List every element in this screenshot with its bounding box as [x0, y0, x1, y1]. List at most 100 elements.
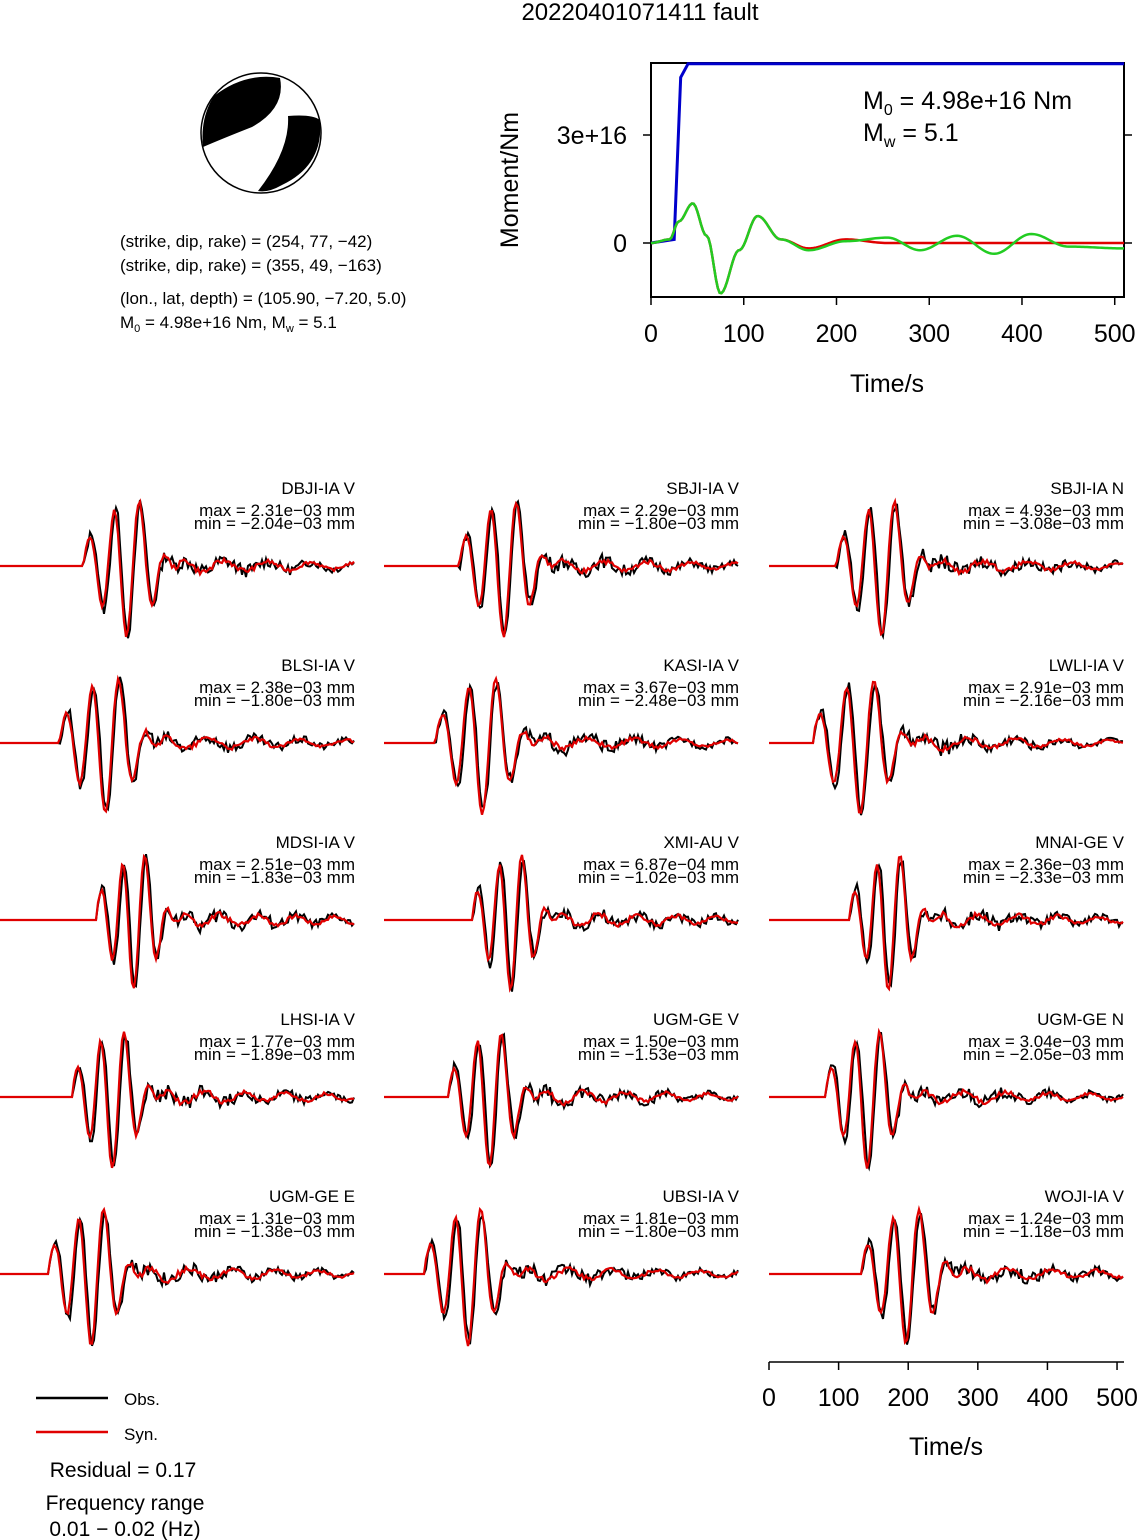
station-label: SBJI-IA N [1050, 479, 1124, 498]
station-label: UGM-GE V [653, 1010, 740, 1029]
station-label: BLSI-IA V [281, 656, 355, 675]
wave-xlabel: Time/s [909, 1433, 983, 1461]
max-amplitude-label: max = 2.38e−03 mm [199, 678, 355, 697]
synthetic-trace [0, 498, 355, 638]
location-text: (lon., lat, depth) = (105.90, −7.20, 5.0… [120, 289, 406, 308]
legend: Obs. Syn. [36, 1390, 160, 1444]
min-amplitude-label: min = −2.04e−03 mm [194, 514, 355, 533]
plane2-text: (strike, dip, rake) = (355, 49, −163) [120, 256, 382, 275]
station-label: UGM-GE N [1037, 1010, 1124, 1029]
moment-xlabel: Time/s [850, 370, 924, 398]
max-amplitude-label: max = 1.50e−03 mm [583, 1032, 739, 1051]
min-amplitude-label: min = −2.16e−03 mm [963, 691, 1124, 710]
moment-summary-text: M0 = 4.98e+16 Nm, Mw = 5.1 [120, 313, 337, 335]
synthetic-trace [0, 853, 355, 989]
max-amplitude-label: max = 3.67e−03 mm [583, 678, 739, 697]
min-amplitude-label: min = −2.05e−03 mm [963, 1045, 1124, 1064]
synthetic-trace [769, 1027, 1124, 1169]
synthetic-trace [769, 680, 1124, 814]
moment-ytick-label: 3e+16 [557, 122, 627, 150]
moment-xtick-label: 500 [1094, 320, 1136, 348]
synthetic-trace [769, 855, 1124, 992]
wave-xtick-label: 500 [1096, 1384, 1138, 1412]
moment-xtick-label: 100 [723, 320, 765, 348]
synthetic-trace [384, 1033, 739, 1168]
moment-ytick-label: 0 [613, 230, 627, 258]
moment-xtick-label: 0 [644, 320, 658, 348]
frequency-value: 0.01 − 0.02 (Hz) [49, 1518, 200, 1540]
max-amplitude-label: max = 1.81e−03 mm [583, 1209, 739, 1228]
synthetic-trace [384, 854, 739, 993]
residual-text: Residual = 0.17 [50, 1459, 197, 1482]
station-label: LWLI-IA V [1049, 656, 1125, 675]
wave-xtick-label: 0 [762, 1384, 776, 1412]
station-label: MDSI-IA V [276, 833, 356, 852]
station-label: KASI-IA V [663, 656, 739, 675]
station-label: LHSI-IA V [280, 1010, 355, 1029]
wave-xtick-label: 300 [957, 1384, 999, 1412]
station-label: XMI-AU V [663, 833, 739, 852]
synthetic-trace [0, 1206, 355, 1345]
m0-annotation: M0 = 4.98e+16 Nm [863, 87, 1072, 119]
max-amplitude-label: max = 4.93e−03 mm [968, 501, 1124, 520]
min-amplitude-label: min = −1.80e−03 mm [578, 1222, 739, 1241]
min-amplitude-label: min = −1.83e−03 mm [194, 868, 355, 887]
frequency-label: Frequency range [46, 1492, 205, 1515]
max-amplitude-label: max = 2.36e−03 mm [968, 855, 1124, 874]
min-amplitude-label: min = −2.33e−03 mm [963, 868, 1124, 887]
max-amplitude-label: max = 6.87e−04 mm [583, 855, 739, 874]
mw-annotation: Mw = 5.1 [863, 119, 959, 151]
plane1-text: (strike, dip, rake) = (254, 77, −42) [120, 232, 372, 251]
synthetic-trace [384, 1206, 739, 1347]
max-amplitude-label: max = 1.24e−03 mm [968, 1209, 1124, 1228]
max-amplitude-label: max = 2.31e−03 mm [199, 501, 355, 520]
station-label: SBJI-IA V [666, 479, 739, 498]
moment-xtick-label: 300 [908, 320, 950, 348]
synthetic-trace [0, 674, 355, 814]
station-label: UBSI-IA V [662, 1187, 739, 1206]
legend-syn-label: Syn. [124, 1425, 158, 1444]
synthetic-trace [769, 497, 1124, 637]
max-amplitude-label: max = 1.31e−03 mm [199, 1209, 355, 1228]
moment-ylabel: Moment/Nm [496, 112, 524, 248]
station-label: MNAI-GE V [1035, 833, 1124, 852]
synthetic-trace [384, 500, 739, 638]
station-label: WOJI-IA V [1045, 1187, 1125, 1206]
legend-obs-label: Obs. [124, 1390, 160, 1409]
moment-rate-green-line [650, 202, 1125, 295]
moment-rate-red-line [650, 202, 1124, 295]
observed-trace [384, 682, 739, 808]
station-label: UGM-GE E [269, 1187, 355, 1206]
min-amplitude-label: min = −1.53e−03 mm [578, 1045, 739, 1064]
wave-xtick-label: 200 [887, 1384, 929, 1412]
wave-xtick-label: 400 [1027, 1384, 1069, 1412]
min-amplitude-label: min = −1.02e−03 mm [578, 868, 739, 887]
mechanism-text: (strike, dip, rake) = (254, 77, −42) (st… [120, 232, 406, 335]
moment-xtick-label: 200 [816, 320, 858, 348]
synthetic-trace [769, 1205, 1124, 1346]
min-amplitude-label: min = −1.80e−03 mm [194, 691, 355, 710]
min-amplitude-label: min = −1.38e−03 mm [194, 1222, 355, 1241]
min-amplitude-label: min = −3.08e−03 mm [963, 514, 1124, 533]
max-amplitude-label: max = 2.91e−03 mm [968, 678, 1124, 697]
wave-xtick-label: 100 [818, 1384, 860, 1412]
max-amplitude-label: max = 2.51e−03 mm [199, 855, 355, 874]
figure-title: 20220401071411 fault [521, 0, 758, 26]
